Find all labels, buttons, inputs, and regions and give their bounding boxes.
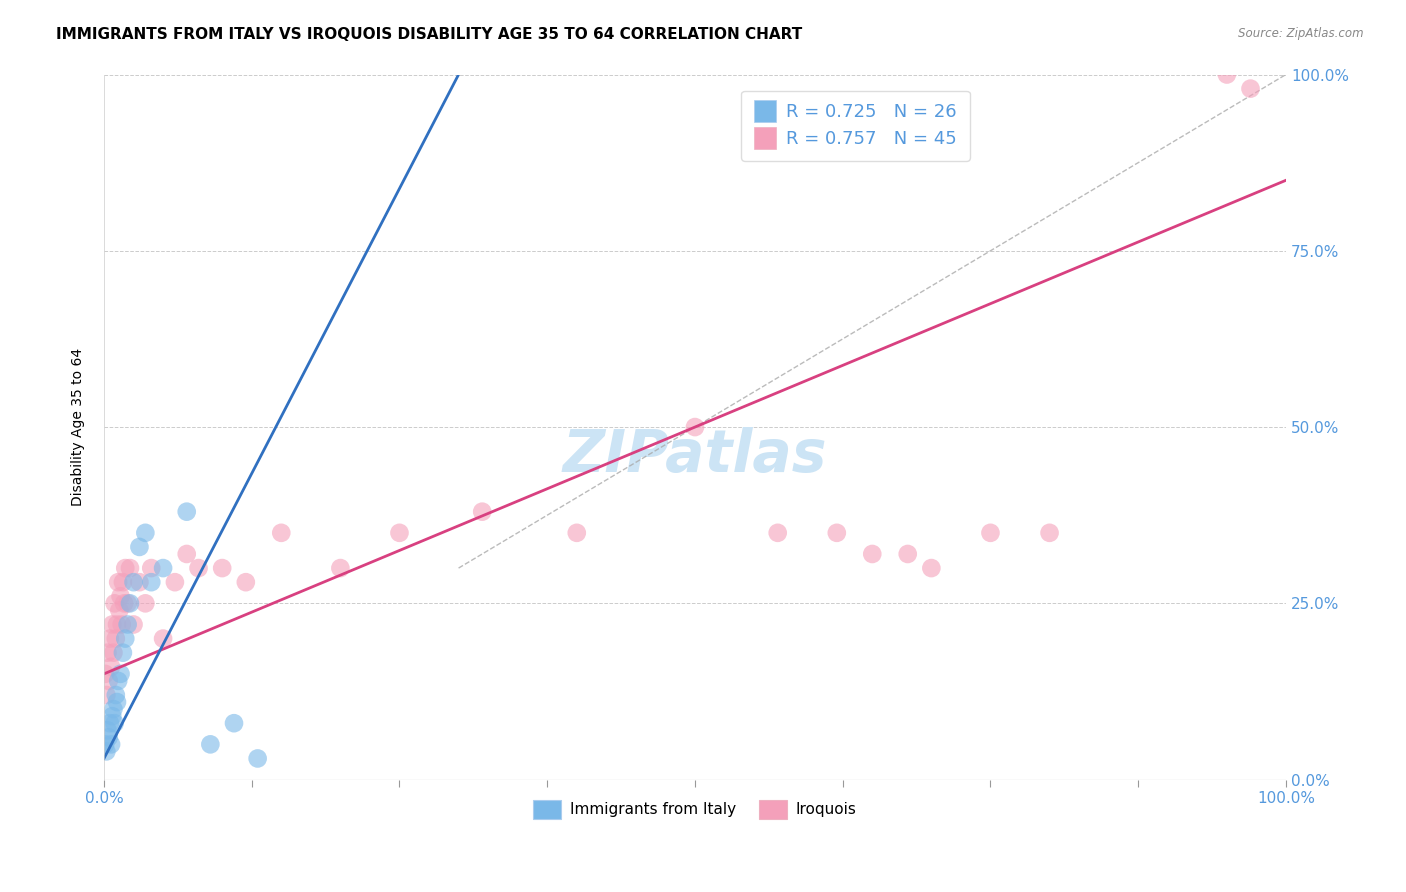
- Point: [1239, 81, 1261, 95]
- Point: [211, 561, 233, 575]
- Point: [979, 525, 1001, 540]
- Point: [111, 575, 134, 590]
- Text: ZIPatlas: ZIPatlas: [562, 426, 827, 483]
- Point: [114, 561, 136, 575]
- Point: [1216, 68, 1239, 82]
- Point: [101, 617, 124, 632]
- Point: [105, 695, 128, 709]
- Point: [111, 646, 134, 660]
- Point: [920, 561, 942, 575]
- Point: [107, 575, 129, 590]
- Text: Source: ZipAtlas.com: Source: ZipAtlas.com: [1239, 27, 1364, 40]
- Legend: Immigrants from Italy, Iroquois: Immigrants from Italy, Iroquois: [527, 794, 863, 825]
- Point: [112, 596, 135, 610]
- Point: [766, 525, 789, 540]
- Point: [117, 617, 139, 632]
- Point: [118, 561, 141, 575]
- Point: [200, 737, 222, 751]
- Point: [98, 716, 121, 731]
- Point: [141, 575, 163, 590]
- Point: [108, 603, 131, 617]
- Point: [100, 660, 122, 674]
- Point: [1038, 525, 1060, 540]
- Point: [98, 632, 121, 646]
- Point: [100, 737, 122, 751]
- Point: [897, 547, 920, 561]
- Point: [825, 525, 848, 540]
- Point: [96, 744, 118, 758]
- Point: [176, 505, 198, 519]
- Point: [104, 632, 127, 646]
- Point: [128, 575, 150, 590]
- Point: [152, 561, 174, 575]
- Point: [565, 525, 588, 540]
- Point: [122, 617, 145, 632]
- Point: [97, 673, 120, 688]
- Point: [163, 575, 186, 590]
- Point: [101, 709, 124, 723]
- Point: [118, 596, 141, 610]
- Point: [329, 561, 352, 575]
- Point: [96, 646, 118, 660]
- Point: [152, 632, 174, 646]
- Point: [104, 688, 127, 702]
- Point: [683, 420, 706, 434]
- Point: [246, 751, 269, 765]
- Point: [110, 589, 132, 603]
- Point: [105, 617, 128, 632]
- Point: [235, 575, 257, 590]
- Point: [128, 540, 150, 554]
- Point: [94, 737, 117, 751]
- Point: [222, 716, 245, 731]
- Point: [117, 596, 139, 610]
- Point: [110, 666, 132, 681]
- Point: [104, 716, 127, 731]
- Point: [107, 673, 129, 688]
- Point: [114, 632, 136, 646]
- Point: [103, 702, 125, 716]
- Point: [270, 525, 292, 540]
- Point: [860, 547, 883, 561]
- Point: [141, 561, 163, 575]
- Point: [103, 646, 125, 660]
- Y-axis label: Disability Age 35 to 64: Disability Age 35 to 64: [72, 348, 86, 506]
- Point: [96, 723, 118, 738]
- Point: [122, 575, 145, 590]
- Point: [187, 561, 209, 575]
- Point: [388, 525, 411, 540]
- Point: [104, 596, 127, 610]
- Point: [96, 688, 118, 702]
- Point: [94, 666, 117, 681]
- Point: [97, 731, 120, 745]
- Point: [111, 617, 134, 632]
- Point: [134, 525, 156, 540]
- Point: [134, 596, 156, 610]
- Text: IMMIGRANTS FROM ITALY VS IROQUOIS DISABILITY AGE 35 TO 64 CORRELATION CHART: IMMIGRANTS FROM ITALY VS IROQUOIS DISABI…: [56, 27, 803, 42]
- Point: [176, 547, 198, 561]
- Point: [471, 505, 494, 519]
